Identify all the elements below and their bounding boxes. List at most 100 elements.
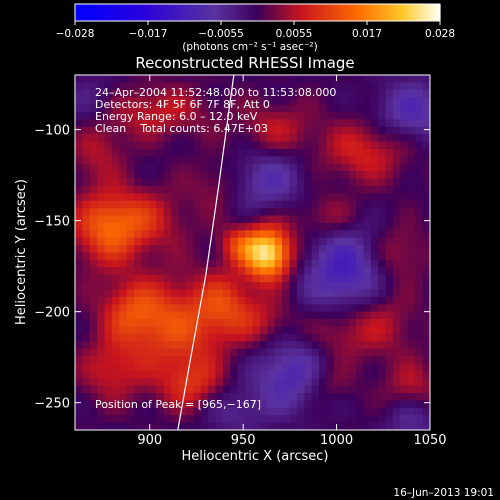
heatmap-cell (171, 415, 180, 424)
heatmap-cell (422, 111, 430, 120)
heatmap-cell (319, 370, 328, 379)
heatmap-cell (119, 119, 128, 128)
heatmap-cell (333, 393, 342, 402)
heatmap-cell (97, 200, 106, 209)
heatmap-cell (400, 267, 409, 276)
heatmap-cell (370, 341, 379, 350)
heatmap-cell (89, 141, 98, 150)
heatmap-cell (385, 237, 394, 246)
heatmap-cell (185, 111, 194, 120)
heatmap-cell (111, 341, 120, 350)
heatmap-cell (126, 274, 135, 283)
footer-date: 16–Jun–2013 19:01 (393, 487, 494, 499)
heatmap-cell (75, 274, 83, 283)
heatmap-cell (171, 319, 180, 328)
heatmap-cell (319, 319, 328, 328)
heatmap-cell (348, 326, 357, 335)
heatmap-cell (134, 111, 143, 120)
heatmap-cell (356, 97, 365, 106)
heatmap-cell (407, 356, 416, 365)
heatmap-cell (415, 111, 424, 120)
heatmap-cell (222, 193, 231, 202)
heatmap-cell (134, 163, 143, 172)
heatmap-cell (237, 385, 246, 394)
heatmap-cell (178, 378, 187, 387)
heatmap-cell (230, 289, 239, 298)
heatmap-cell (356, 119, 365, 128)
heatmap-cell (126, 97, 135, 106)
heatmap-cell (237, 163, 246, 172)
heatmap-cell (111, 311, 120, 320)
heatmap-cell (230, 415, 239, 424)
heatmap-cell (385, 378, 394, 387)
heatmap-cell (333, 407, 342, 416)
heatmap-cell (185, 104, 194, 113)
colorbar-cell (84, 4, 88, 21)
heatmap-cell (178, 296, 187, 305)
heatmap-cell (104, 363, 113, 372)
heatmap-cell (378, 274, 387, 283)
heatmap-cell (289, 393, 298, 402)
heatmap-cell (422, 400, 430, 409)
heatmap-cell (119, 82, 128, 91)
heatmap-cell (385, 215, 394, 224)
heatmap-cell (274, 333, 283, 342)
heatmap-cell (296, 97, 305, 106)
heatmap-cell (363, 385, 372, 394)
heatmap-cell (274, 75, 283, 83)
heatmap-cell (222, 393, 231, 402)
heatmap-cell (82, 289, 91, 298)
heatmap-cell (111, 326, 120, 335)
heatmap-cell (393, 415, 402, 424)
heatmap-cell (422, 393, 430, 402)
heatmap-cell (156, 422, 165, 430)
colorbar-cell (205, 4, 210, 21)
heatmap-cell (393, 75, 402, 83)
heatmap-cell (333, 156, 342, 165)
colorbar-cell (99, 4, 103, 21)
heatmap-cell (171, 82, 180, 91)
heatmap-cell (208, 393, 217, 402)
heatmap-cell (311, 245, 320, 254)
heatmap-cell (178, 134, 187, 143)
peak-position-label: Position of Peak = [965,−167] (95, 398, 261, 411)
heatmap-cell (185, 415, 194, 424)
heatmap-cell (215, 148, 224, 157)
heatmap-cell (89, 208, 98, 217)
heatmap-cell (422, 252, 430, 261)
heatmap-cell (156, 252, 165, 261)
heatmap-cell (245, 356, 254, 365)
heatmap-cell (171, 296, 180, 305)
heatmap-cell (141, 148, 150, 157)
heatmap-cell (111, 230, 120, 239)
heatmap-cell (75, 245, 83, 254)
heatmap-cell (156, 296, 165, 305)
heatmap-cell (104, 126, 113, 135)
heatmap-cell (378, 215, 387, 224)
heatmap-cell (267, 370, 276, 379)
heatmap-cell (422, 422, 430, 430)
heatmap-cell (274, 259, 283, 268)
heatmap-cell (341, 267, 350, 276)
heatmap-cell (89, 304, 98, 313)
heatmap-cell (385, 119, 394, 128)
colorbar-cell (227, 4, 231, 21)
heatmap-cell (104, 289, 113, 298)
heatmap-cell (163, 134, 172, 143)
heatmap-cell (348, 126, 357, 135)
heatmap-cell (134, 348, 143, 357)
heatmap-cell (193, 252, 202, 261)
heatmap-cell (230, 385, 239, 394)
heatmap-cell (156, 407, 165, 416)
heatmap-cell (222, 222, 231, 231)
heatmap-cell (245, 319, 254, 328)
heatmap-cell (215, 341, 224, 350)
heatmap-cell (259, 356, 268, 365)
heatmap-cell (274, 245, 283, 254)
heatmap-cell (415, 393, 424, 402)
heatmap-cell (75, 141, 83, 150)
heatmap-cell (385, 222, 394, 231)
heatmap-cell (289, 282, 298, 291)
heatmap-cell (156, 171, 165, 180)
heatmap-cell (341, 178, 350, 187)
